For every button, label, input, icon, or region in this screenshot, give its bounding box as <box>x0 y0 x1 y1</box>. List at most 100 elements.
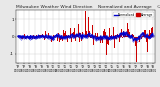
Bar <box>151 28 152 37</box>
Bar <box>88 17 89 37</box>
Bar <box>24 34 25 37</box>
Bar <box>18 36 19 37</box>
Bar <box>81 37 82 41</box>
Bar <box>36 37 37 38</box>
Text: Milwaukee Weather Wind Direction    Normalized and Average    (24 Hours) (New): Milwaukee Weather Wind Direction Normali… <box>16 5 160 9</box>
Bar <box>46 37 47 38</box>
Bar <box>92 37 93 46</box>
Bar <box>143 36 144 37</box>
Bar <box>91 37 92 38</box>
Bar <box>52 37 53 39</box>
Bar <box>26 37 27 38</box>
Bar <box>150 33 151 37</box>
Bar <box>123 30 124 37</box>
Bar <box>114 37 115 48</box>
Bar <box>57 37 58 41</box>
Bar <box>130 36 131 37</box>
Bar <box>79 37 80 41</box>
Bar <box>80 33 81 37</box>
Bar <box>147 37 148 52</box>
Bar <box>112 37 113 39</box>
Bar <box>43 36 44 37</box>
Bar <box>74 28 75 37</box>
Bar <box>42 34 43 37</box>
Legend: Normalized, Average: Normalized, Average <box>113 12 154 17</box>
Bar <box>128 31 129 37</box>
Bar <box>115 35 116 37</box>
Bar <box>68 35 69 37</box>
Bar <box>53 29 54 37</box>
Bar <box>139 37 140 42</box>
Bar <box>90 37 91 38</box>
Bar <box>59 37 60 42</box>
Bar <box>149 30 150 37</box>
Bar <box>61 37 62 39</box>
Bar <box>44 37 45 40</box>
Bar <box>103 31 104 37</box>
Bar <box>83 36 84 37</box>
Bar <box>113 27 114 37</box>
Bar <box>32 37 33 39</box>
Bar <box>72 31 73 37</box>
Bar <box>41 36 42 37</box>
Bar <box>22 37 23 39</box>
Bar <box>71 37 72 42</box>
Bar <box>136 37 137 62</box>
Bar <box>35 37 36 38</box>
Bar <box>75 37 76 41</box>
Bar <box>82 32 83 37</box>
Bar <box>125 34 126 37</box>
Bar <box>85 11 86 37</box>
Bar <box>50 36 51 37</box>
Bar <box>97 33 98 37</box>
Bar <box>148 35 149 37</box>
Bar <box>105 32 106 37</box>
Bar <box>29 37 30 38</box>
Bar <box>120 33 121 37</box>
Bar <box>65 31 66 37</box>
Bar <box>109 28 110 37</box>
Bar <box>64 33 65 37</box>
Bar <box>108 37 109 39</box>
Bar <box>34 37 35 39</box>
Bar <box>30 37 31 39</box>
Bar <box>58 33 59 37</box>
Bar <box>152 27 153 37</box>
Bar <box>63 30 64 37</box>
Bar <box>126 36 127 37</box>
Bar <box>146 37 147 42</box>
Bar <box>25 37 26 39</box>
Bar <box>118 35 119 37</box>
Bar <box>70 37 71 40</box>
Bar <box>78 24 79 37</box>
Bar <box>98 37 99 40</box>
Bar <box>101 37 102 40</box>
Bar <box>141 37 142 39</box>
Bar <box>60 37 61 40</box>
Bar <box>31 35 32 37</box>
Bar <box>145 30 146 37</box>
Bar <box>104 29 105 37</box>
Bar <box>132 34 133 37</box>
Bar <box>89 32 90 37</box>
Bar <box>87 37 88 60</box>
Bar <box>45 31 46 37</box>
Bar <box>48 33 49 37</box>
Bar <box>124 36 125 37</box>
Bar <box>137 37 138 38</box>
Bar <box>122 37 123 38</box>
Bar <box>121 29 122 37</box>
Bar <box>134 37 135 40</box>
Bar <box>47 37 48 38</box>
Bar <box>66 35 67 37</box>
Bar <box>49 37 50 38</box>
Bar <box>23 36 24 37</box>
Bar <box>127 23 128 37</box>
Bar <box>129 32 130 37</box>
Bar <box>133 35 134 37</box>
Bar <box>62 37 63 41</box>
Bar <box>135 37 136 46</box>
Bar <box>40 35 41 37</box>
Bar <box>107 37 108 38</box>
Bar <box>93 37 94 45</box>
